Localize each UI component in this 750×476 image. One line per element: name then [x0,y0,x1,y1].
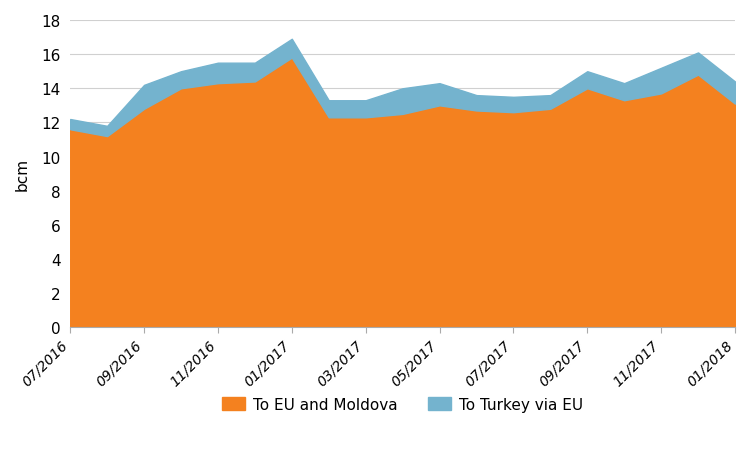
Legend: To EU and Moldova, To Turkey via EU: To EU and Moldova, To Turkey via EU [216,391,589,418]
Y-axis label: bcm: bcm [15,158,30,191]
